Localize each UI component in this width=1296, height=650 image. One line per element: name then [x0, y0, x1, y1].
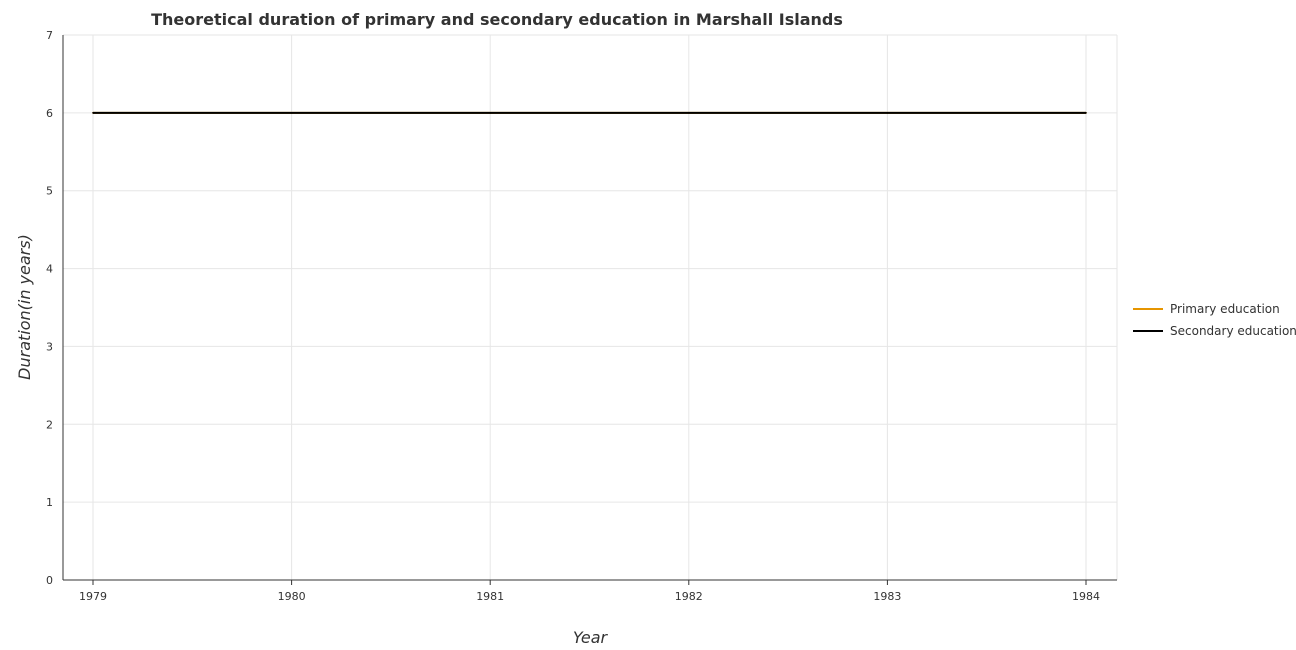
data-point [290, 112, 293, 114]
x-tick-label: 1982 [675, 590, 703, 603]
y-tick-label: 1 [46, 496, 53, 509]
y-tick-label: 7 [46, 29, 53, 42]
legend-label: Primary education [1170, 302, 1280, 316]
x-tick-label: 1979 [79, 590, 107, 603]
y-tick-label: 2 [46, 418, 53, 431]
y-axis-label: Duration(in years) [15, 234, 34, 380]
y-tick-label: 6 [46, 107, 53, 120]
y-tick-label: 3 [46, 340, 53, 353]
legend-label: Secondary education [1170, 324, 1296, 338]
y-tick-label: 0 [46, 574, 53, 587]
axes-layer [62, 35, 1117, 585]
x-tick-label: 1980 [278, 590, 306, 603]
x-tick-label: 1983 [873, 590, 901, 603]
ticks-layer: 0 1 2 3 4 5 6 7 1979 1980 1981 1982 1983 1984 [46, 29, 1100, 603]
data-point [489, 112, 492, 114]
x-tick-label: 1984 [1072, 590, 1100, 603]
data-point [1085, 112, 1087, 114]
grid-layer [63, 34, 1118, 581]
x-tick-label: 1981 [476, 590, 504, 603]
legend: Primary education Secondary education [1133, 302, 1296, 338]
data-point [886, 112, 889, 114]
y-tick-label: 5 [46, 185, 53, 198]
chart-title: Theoretical duration of primary and seco… [151, 10, 843, 29]
y-tick-label: 4 [46, 263, 53, 276]
data-point [92, 112, 94, 114]
series-layer [92, 111, 1087, 114]
data-point [688, 112, 690, 114]
x-axis-label: Year [573, 628, 609, 647]
